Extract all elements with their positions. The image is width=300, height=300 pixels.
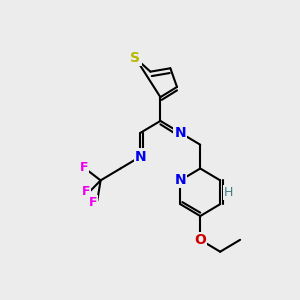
Text: F: F	[80, 161, 88, 174]
Text: N: N	[175, 126, 186, 140]
Text: F: F	[81, 185, 90, 198]
Text: N: N	[175, 173, 186, 188]
Text: H: H	[224, 186, 233, 199]
Text: N: N	[135, 150, 146, 164]
Text: F: F	[89, 196, 98, 209]
Text: O: O	[194, 233, 206, 247]
Text: S: S	[130, 51, 140, 65]
